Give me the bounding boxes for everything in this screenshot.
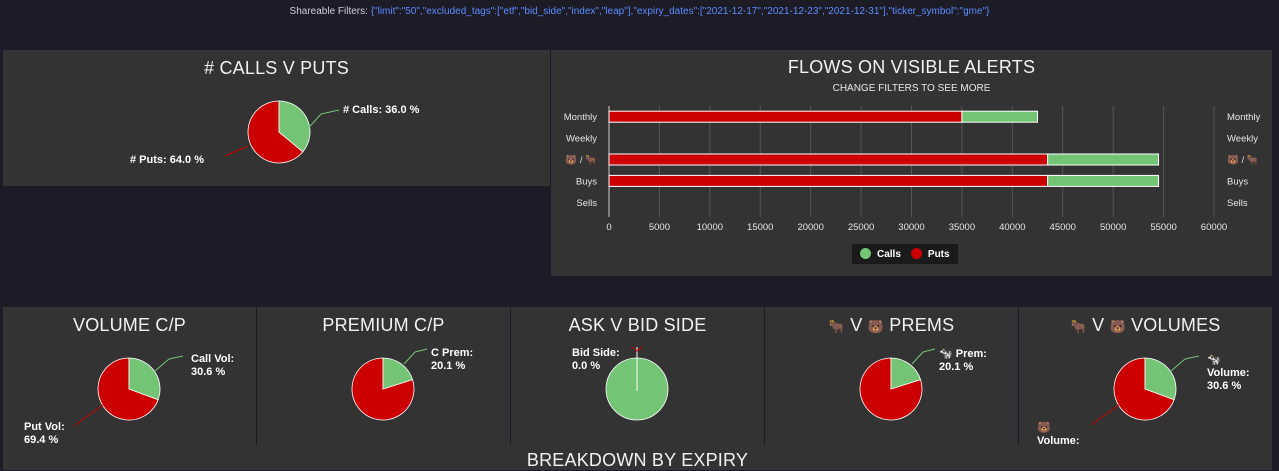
y-category-label-right: Sells: [1227, 198, 1248, 209]
legend-puts-label: Puts: [927, 249, 950, 260]
volume-cp-panel: VOLUME C/P Call Vol: 30.6 % Put Vol: 69.4 …: [3, 307, 256, 447]
bull-v-bear-volumes-panel: 🐂 V 🐻 VOLUMES 🐄 Volume: 30.6 % 🐻 Volume:: [1019, 307, 1272, 447]
flows-panel: FLOWS ON VISIBLE ALERTS CHANGE FILTERS T…: [551, 50, 1272, 276]
premium-cp-panel: PREMIUM C/P C Prem: 20.1 %: [257, 307, 510, 447]
ask-bid-title: ASK V BID SIDE: [568, 315, 707, 335]
bull-icon: 🐂: [828, 320, 846, 335]
calls-v-puts-pie-slices: [247, 100, 311, 164]
puts-pct-label: # Puts: 64.0 %: [130, 154, 204, 166]
c-prem-label: C Prem: 20.1 %: [431, 347, 474, 372]
volume-cp-slice-calls[interactable]: [128, 357, 161, 401]
volumes-pie: [1090, 355, 1200, 426]
x-tick-label: 30000: [898, 222, 924, 233]
bear-icon: 🐻: [1109, 320, 1126, 335]
bull-icon: 🐂: [1070, 320, 1087, 335]
calls-v-puts-pie: [224, 100, 340, 164]
x-tick-label: 50000: [1100, 222, 1126, 233]
prems-slice-puts[interactable]: [859, 357, 923, 421]
flows-legend[interactable]: Calls Puts: [852, 244, 958, 264]
breakdown-title: BREAKDOWN BY EXPIRY: [526, 450, 749, 470]
y-category-label-left: Buys: [576, 176, 597, 187]
cow-icon: 🐄: [1207, 353, 1221, 366]
premium-cp-slice-puts[interactable]: [351, 357, 415, 421]
flows-subtitle: CHANGE FILTERS TO SEE MORE: [832, 83, 991, 94]
volumes-title: 🐂 V 🐻 VOLUMES: [1070, 315, 1221, 335]
x-tick-label: 25000: [848, 222, 874, 233]
cow-volume-label: 🐄 Volume: 30.6 %: [1207, 353, 1250, 392]
x-tick-label: 20000: [797, 222, 823, 233]
legend-puts-swatch: [910, 248, 922, 259]
bear-icon: 🐻: [867, 320, 885, 335]
shareable-filters-value[interactable]: {"limit":"50","excluded_tags":["etf","bi…: [370, 6, 990, 17]
cow-prem-label: 🐄 Prem: 20.1 %: [939, 347, 987, 373]
bull-v-bear-prems-panel: 🐂 V 🐻 PREMS 🐄 Prem: 20.1 %: [765, 307, 1018, 447]
bar-calls[interactable]: [1047, 153, 1160, 166]
x-tick-label: 55000: [1150, 222, 1176, 233]
prems-pie: [859, 348, 936, 421]
y-category-label-left: Weekly: [566, 134, 597, 145]
ask-bid-panel: ASK V BID SIDE Bid Side: 0.0 %: [511, 307, 764, 447]
x-tick-label: 45000: [1050, 222, 1076, 233]
flows-bar-chart: 0 5000 10000 15000 20000 25000 30000 35000 40000…: [564, 106, 1261, 233]
bear-volume-label: 🐻 Volume:: [1037, 421, 1080, 447]
flows-title: FLOWS ON VISIBLE ALERTS: [787, 57, 1036, 77]
put-vol-label: Put Vol: 69.4 %: [24, 421, 65, 446]
y-category-label-right: Weekly: [1227, 134, 1258, 145]
y-category-label-right: Buys: [1227, 176, 1248, 187]
bar-puts[interactable]: [608, 153, 1049, 166]
volume-cp-pie: [74, 355, 184, 426]
bar-calls[interactable]: [1047, 174, 1160, 187]
calls-v-puts-panel: # CALLS V PUTS # Calls: 36.0 % # Puts: 6…: [3, 50, 550, 186]
calls-v-puts-slice-puts[interactable]: [247, 100, 304, 164]
x-tick-label: 60000: [1201, 222, 1227, 233]
legend-calls-label: Calls: [877, 249, 901, 260]
calls-pct-label: # Calls: 36.0 %: [343, 104, 420, 116]
x-tick-label: 40000: [999, 222, 1025, 233]
y-category-label-right: 🐻 / 🐂: [1227, 154, 1259, 166]
legend-calls-swatch: [860, 248, 871, 259]
volume-cp-title: VOLUME C/P: [72, 315, 187, 335]
bid-side-label: Bid Side: 0.0 %: [572, 347, 620, 372]
x-tick-label: 15000: [747, 222, 773, 233]
premium-cp-pie: [351, 348, 428, 421]
x-tick-label: 10000: [697, 222, 723, 233]
y-category-label-left: Monthly: [564, 112, 598, 123]
x-tick-label: 35000: [949, 222, 975, 233]
puts-leader-line: [224, 145, 249, 157]
y-category-label-left: Sells: [576, 198, 597, 209]
volumes-pie-slices: [1113, 357, 1177, 421]
calls-leader-line: [302, 113, 322, 135]
bar-calls[interactable]: [961, 110, 1039, 123]
bar-puts[interactable]: [608, 174, 1049, 187]
shareable-filters: Shareable Filters: {"limit":"50","exclud…: [0, 6, 1279, 17]
shareable-filters-label: Shareable Filters:: [289, 6, 368, 17]
calls-v-puts-title: # CALLS V PUTS: [204, 58, 349, 78]
volume-cp-pie-slices: [97, 357, 161, 421]
calls-leader-line-2: [320, 109, 340, 115]
y-category-label-right: Monthly: [1227, 112, 1261, 123]
legend-puts[interactable]: Puts: [910, 248, 950, 260]
x-tick-label: 0: [606, 222, 611, 233]
breakdown-panel: BREAKDOWN BY EXPIRY: [3, 445, 1272, 470]
bear-icon: 🐻: [1037, 421, 1051, 434]
cow-icon: 🐄: [939, 347, 953, 360]
prems-slice-calls[interactable]: [890, 357, 922, 390]
prems-title: 🐂 V 🐻 PREMS: [828, 315, 955, 335]
volume-cp-slice-puts[interactable]: [97, 357, 159, 421]
ask-bid-pie: [605, 346, 669, 421]
premium-cp-slice-calls[interactable]: [382, 357, 414, 390]
legend-calls[interactable]: Calls: [860, 248, 901, 260]
premium-cp-pie-slices: [351, 357, 415, 421]
volumes-slice-calls[interactable]: [1144, 357, 1177, 401]
prems-pie-slices: [859, 357, 923, 421]
x-tick-label: 5000: [649, 222, 670, 233]
premium-cp-title: PREMIUM C/P: [322, 315, 445, 335]
calls-v-puts-slice-calls[interactable]: [278, 100, 311, 153]
y-category-label-left: 🐻 / 🐂: [565, 154, 597, 166]
bar-puts[interactable]: [608, 110, 963, 123]
call-vol-label: Call Vol: 30.6 %: [191, 353, 235, 378]
volumes-slice-puts[interactable]: [1113, 357, 1175, 421]
